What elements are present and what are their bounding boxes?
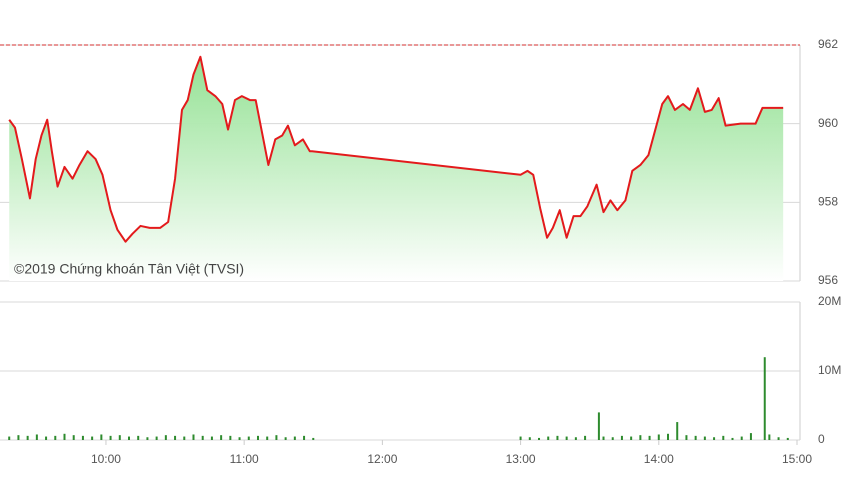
volume-bar: [275, 435, 278, 440]
x-tick-label: 13:00: [506, 452, 536, 466]
volume-bar: [256, 435, 259, 440]
volume-bar: [768, 434, 771, 440]
volume-bar: [109, 435, 112, 440]
volume-bar: [584, 435, 587, 440]
volume-bar: [220, 435, 223, 440]
volume-bar: [749, 433, 752, 440]
volume-bar: [72, 435, 75, 440]
x-tick-label: 12:00: [367, 452, 397, 466]
volume-bar: [229, 435, 232, 440]
volume-bar: [620, 435, 623, 440]
volume-bar: [528, 437, 531, 440]
volume-bar: [238, 437, 241, 440]
volume-bar: [155, 436, 158, 440]
y-tick-label: 0: [818, 432, 825, 446]
volume-bar: [247, 436, 250, 440]
volume-bar: [210, 436, 213, 440]
volume-bar: [786, 437, 789, 440]
volume-bar: [713, 437, 716, 440]
y-tick-label: 10M: [818, 363, 841, 377]
y-tick-label: 958: [818, 195, 838, 209]
volume-bar: [45, 436, 48, 440]
volume-bar: [303, 435, 306, 440]
volume-bar: [91, 436, 94, 440]
volume-bar: [731, 437, 734, 440]
volume-bar: [519, 436, 522, 440]
volume-bar: [657, 434, 660, 440]
x-tick-label: 11:00: [230, 452, 259, 466]
volume-bar: [722, 435, 725, 440]
watermark: ©2019 Chứng khoán Tân Việt (TVSI): [14, 261, 244, 277]
volume-bar: [118, 435, 121, 440]
volume-bar: [694, 435, 697, 440]
volume-bar: [17, 435, 20, 440]
volume-bar: [137, 435, 140, 440]
volume-bar: [602, 436, 605, 440]
y-tick-label: 956: [818, 273, 838, 287]
volume-bar: [556, 435, 559, 440]
price-area: [9, 56, 784, 281]
volume-bar: [54, 435, 57, 440]
volume-bar: [676, 422, 679, 440]
volume-bar: [597, 412, 600, 440]
volume-bar: [538, 437, 541, 440]
volume-bar: [763, 357, 766, 440]
volume-bar: [8, 436, 11, 440]
volume-bar: [81, 435, 84, 440]
y-tick-label: 962: [818, 37, 838, 51]
volume-bar: [630, 436, 633, 440]
volume-bar: [611, 437, 614, 440]
volume-bar: [777, 437, 780, 440]
volume-bar: [26, 435, 29, 440]
volume-bar: [183, 436, 186, 440]
volume-bar: [164, 435, 167, 440]
volume-bar: [312, 437, 315, 440]
x-tick-label: 15:00: [782, 452, 812, 466]
plot-area: 956 958 960 962 0 10M 20M 10:00 11:00 12:00 13:00 1…: [0, 37, 841, 466]
volume-bar: [192, 434, 195, 440]
volume-bar: [639, 435, 642, 440]
volume-bar: [127, 436, 130, 440]
volume-bar: [293, 436, 296, 440]
volume-bar: [685, 435, 688, 440]
volume-bar: [284, 437, 287, 440]
y-tick-label: 960: [818, 116, 838, 130]
x-tick-label: 10:00: [91, 452, 121, 466]
volume-bar: [740, 436, 743, 440]
x-tick-label: 14:00: [644, 452, 674, 466]
volume-bar: [703, 436, 706, 440]
volume-bar: [146, 437, 149, 440]
volume-bar: [35, 434, 38, 440]
volume-bar: [201, 435, 204, 440]
volume-bar: [547, 436, 550, 440]
volume-bar: [266, 436, 269, 440]
volume-bar: [565, 436, 568, 440]
volume-bar: [574, 437, 577, 440]
volume-bar: [63, 433, 66, 440]
volume-bar: [174, 435, 177, 440]
volume-bar: [667, 433, 670, 440]
y-tick-label: 20M: [818, 294, 841, 308]
price-line: [8, 55, 784, 243]
volume-bar: [100, 434, 103, 440]
volume-bar: [648, 435, 651, 440]
